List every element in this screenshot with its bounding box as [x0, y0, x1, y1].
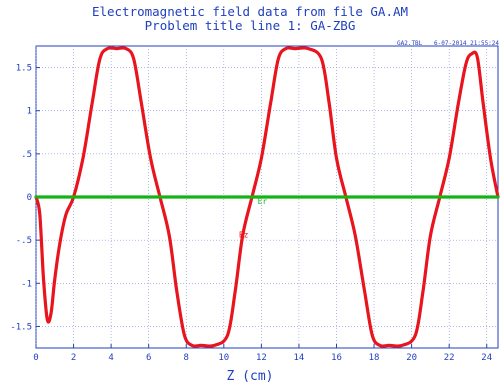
x-tick-label: 24: [481, 353, 492, 363]
x-tick-label: 16: [331, 353, 342, 363]
x-tick-label: 22: [444, 353, 455, 363]
annotations: Er Ez: [239, 197, 268, 240]
y-tick-label: -1: [21, 279, 32, 289]
x-tick-label: 2: [71, 353, 76, 363]
y-tick-label: .5: [21, 150, 32, 160]
x-tick-label: 12: [256, 353, 267, 363]
x-tick-label: 10: [218, 353, 229, 363]
x-tick-label: 18: [369, 353, 380, 363]
ticks: 0 2 4 6 8 10 12 14 16 18 20 22 241.51.50-.5-1-1.5: [10, 64, 492, 363]
x-tick-label: 14: [294, 353, 305, 363]
x-axis-label: Z (cm): [226, 369, 274, 384]
chart-title-line1: Electromagnetic field data from file GA.…: [91, 4, 409, 19]
y-tick-label: 1.5: [16, 64, 32, 74]
y-tick-label: -1.5: [10, 322, 32, 332]
x-tick-label: 8: [184, 353, 189, 363]
x-tick-label: 4: [108, 353, 113, 363]
file-stamp: GA2.TBL: [397, 40, 423, 47]
chart-title-line2: Problem title line 1: GA-ZBG: [144, 18, 356, 33]
date-stamp: 6-07-2014 21:55:24: [434, 40, 500, 47]
series-annotation: Er: [258, 197, 268, 206]
y-tick-label: 0: [27, 193, 32, 203]
series-group: [34, 46, 500, 348]
x-tick-label: 0: [33, 353, 38, 363]
y-tick-label: -.5: [16, 236, 32, 246]
x-tick-label: 6: [146, 353, 151, 363]
y-tick-label: 1: [27, 107, 32, 117]
x-tick-label: 20: [406, 353, 417, 363]
series-annotation: Ez: [239, 231, 249, 240]
